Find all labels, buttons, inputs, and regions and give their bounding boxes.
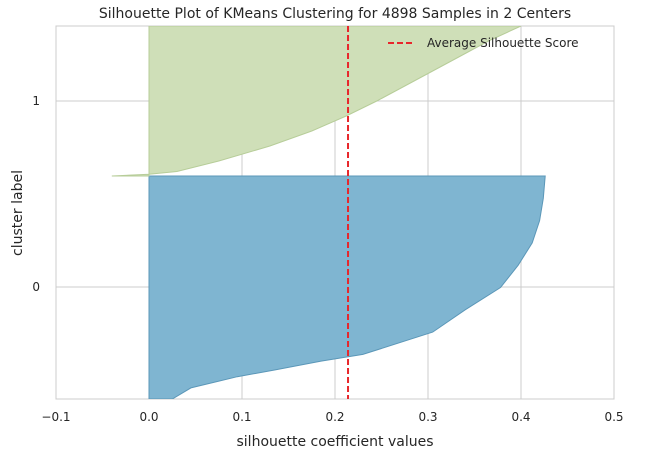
x-tick-label: 0.5 <box>604 410 623 424</box>
x-axis-label: silhouette coefficient values <box>237 434 434 450</box>
x-tick-label: 0.4 <box>511 410 530 424</box>
legend-label: Average Silhouette Score <box>427 36 579 50</box>
x-tick-label: 0.1 <box>232 410 251 424</box>
x-tick-label: −0.1 <box>41 410 70 424</box>
y-axis-label: cluster label <box>10 170 26 256</box>
y-tick-label: 1 <box>32 94 40 108</box>
cluster-1-area <box>111 26 522 177</box>
chart-title: Silhouette Plot of KMeans Clustering for… <box>99 6 571 22</box>
y-tick-label: 0 <box>32 280 40 294</box>
x-tick-label: 0.0 <box>139 410 158 424</box>
y-tick-labels: 01 <box>32 94 40 294</box>
x-tick-labels: −0.1 0.0 0.1 0.2 0.3 0.4 0.5 <box>41 410 623 424</box>
x-tick-label: 0.3 <box>418 410 437 424</box>
x-tick-label: 0.2 <box>325 410 344 424</box>
legend: Average Silhouette Score <box>388 36 579 50</box>
